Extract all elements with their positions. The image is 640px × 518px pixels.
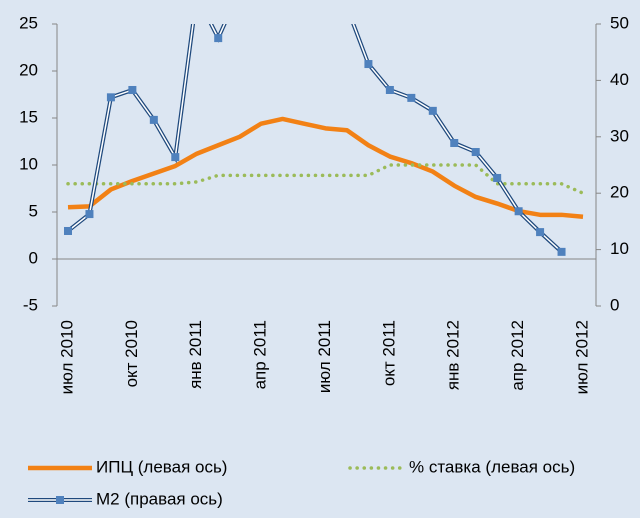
legend-swatch (56, 496, 64, 504)
y-tick-label: 25 (19, 13, 38, 32)
series-marker (407, 93, 416, 102)
x-tick-label: апр 2011 (251, 320, 270, 389)
series-marker (64, 226, 72, 235)
plot-area (64, 3, 585, 256)
series-marker (428, 106, 437, 115)
x-tick-label: окт 2010 (122, 320, 141, 387)
series-marker (450, 139, 459, 148)
y-tick-label: -5 (23, 295, 38, 314)
x-tick-label: июл 2010 (57, 320, 76, 394)
x-tick-label: июл 2012 (572, 320, 591, 394)
series-line (67, 24, 563, 253)
y2-tick-label: 50 (610, 13, 629, 32)
series-marker (106, 93, 115, 102)
y-tick-label: 20 (19, 60, 38, 79)
series-marker (214, 34, 223, 43)
y-tick-label: 5 (29, 201, 38, 220)
x-tick-label: янв 2012 (444, 320, 463, 390)
y2-tick-label: 0 (610, 295, 619, 314)
series-line (67, 116, 584, 219)
series-marker (171, 153, 180, 162)
x-tick-label: апр 2012 (508, 320, 527, 391)
series-marker (557, 247, 566, 256)
series-marker (471, 148, 480, 157)
series-marker (493, 173, 502, 182)
series-marker (128, 85, 137, 94)
y2-tick-label: 10 (610, 239, 629, 258)
y2-tick-label: 40 (610, 70, 629, 89)
series-marker (514, 207, 523, 216)
x-tick-label: окт 2011 (379, 320, 398, 386)
y-tick-label: 10 (19, 154, 38, 173)
y2-tick-label: 20 (610, 183, 629, 202)
series-marker (149, 115, 158, 124)
legend-label: ИПЦ (левая ось) (96, 457, 227, 476)
legend-label: M2 (правая ось) (96, 489, 223, 508)
series-line (66, 163, 585, 195)
x-tick-label: янв 2011 (186, 320, 205, 389)
y2-tick-label: 30 (610, 126, 629, 145)
series-marker (385, 85, 394, 94)
x-tick-label: июл 2011 (315, 320, 334, 393)
y-tick-label: 15 (19, 107, 38, 126)
series-marker (85, 210, 94, 219)
legend-label: % ставка (левая ось) (409, 457, 575, 476)
y-tick-label: 0 (29, 248, 38, 267)
series-marker (536, 228, 545, 237)
series-marker (364, 60, 373, 69)
series-marker (343, 3, 351, 11)
